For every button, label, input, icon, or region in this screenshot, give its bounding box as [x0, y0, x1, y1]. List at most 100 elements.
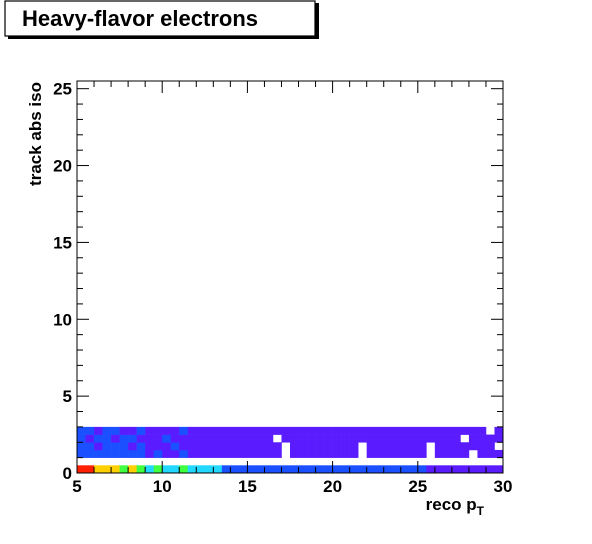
heatmap-cell: [349, 449, 359, 458]
heatmap-cell: [170, 434, 180, 443]
heatmap-cell: [383, 465, 393, 474]
heatmap-cell: [341, 449, 350, 458]
y-tick-label: 5: [63, 387, 72, 406]
heatmap-cell: [153, 434, 163, 443]
heatmap-cell: [272, 449, 282, 458]
heatmap-cell: [153, 465, 163, 474]
heatmap-cell: [162, 449, 172, 458]
heatmap-cell: [417, 449, 427, 458]
heatmap-cell: [264, 449, 274, 458]
heatmap-cell: [315, 465, 325, 474]
heatmap-cell: [179, 426, 189, 435]
heatmap-cell: [324, 426, 333, 435]
heatmap-cell: [119, 442, 129, 451]
axis-ticks: [76, 81, 504, 474]
heatmap-cell: [324, 449, 333, 458]
heatmap-cell: [366, 442, 376, 451]
x-axis-title-main: reco p: [426, 495, 477, 514]
heatmap-cell: [170, 426, 180, 435]
heatmap-cell: [128, 434, 137, 443]
y-tick-label: 25: [53, 80, 72, 99]
heatmap-cell: [94, 449, 103, 458]
heatmap-cell: [358, 465, 367, 474]
heatmap-cell: [111, 434, 120, 443]
heatmap-cells: [77, 426, 504, 474]
heatmap-cell: [324, 434, 333, 443]
heatmap-cell: [247, 465, 257, 474]
heatmap-cell: [196, 465, 206, 474]
heatmap-cell: [434, 465, 444, 474]
heatmap-cell: [196, 449, 206, 458]
title-frame: [4, 0, 316, 37]
heatmap-cell: [443, 426, 453, 435]
heatmap-cell: [238, 426, 248, 435]
heatmap-cell: [332, 426, 342, 435]
heatmap-cell: [460, 426, 470, 435]
heatmap-cell: [298, 442, 308, 451]
heatmap-cell: [204, 465, 214, 474]
x-tick-labels: 5 10 15 20 25 30: [72, 477, 512, 496]
heatmap-cell: [187, 442, 197, 451]
heatmap-cell: [85, 442, 95, 451]
heatmap-cell: [230, 449, 240, 458]
heatmap-cell: [247, 434, 257, 443]
heatmap-cell: [494, 465, 504, 474]
x-tick-label: 30: [494, 477, 513, 496]
heatmap-cell: [400, 449, 410, 458]
heatmap-cell: [179, 442, 189, 451]
heatmap-cell: [477, 434, 487, 443]
x-tick-label: 25: [408, 477, 427, 496]
heatmap-cell: [85, 426, 95, 435]
heatmap-cell: [102, 465, 112, 474]
heatmap-cell: [179, 449, 189, 458]
heatmap-cell: [153, 449, 163, 458]
heatmap-cell: [409, 434, 419, 443]
heatmap-cell: [170, 449, 180, 458]
heatmap-cell: [94, 434, 103, 443]
heatmap-cell: [255, 442, 265, 451]
y-tick-labels: 0 5 10 15 20 25: [53, 80, 72, 483]
heatmap-cell: [230, 434, 240, 443]
heatmap-cell: [375, 449, 385, 458]
heatmap-cell: [238, 434, 248, 443]
heatmap-cell: [409, 465, 419, 474]
heatmap-cell: [196, 434, 206, 443]
heatmap-cell: [255, 426, 265, 435]
heatmap-cell: [392, 442, 402, 451]
heatmap-cell: [341, 426, 350, 435]
heatmap-cell: [426, 434, 436, 443]
y-tick-label: 10: [53, 310, 72, 329]
heatmap-cell: [221, 465, 231, 474]
y-tick-label: 20: [53, 157, 72, 176]
heatmap-cell: [238, 465, 248, 474]
heatmap-cell: [349, 426, 359, 435]
heatmap-cell: [196, 442, 206, 451]
heatmap-cell: [213, 449, 223, 458]
heatmap-cell: [272, 465, 282, 474]
heatmap-cell: [77, 434, 86, 443]
heatmap-cell: [443, 449, 453, 458]
heatmap-cell: [400, 442, 410, 451]
heatmap-cell: [136, 434, 146, 443]
heatmap-cell: [477, 442, 487, 451]
heatmap-cell: [375, 434, 385, 443]
heatmap-cell: [230, 465, 240, 474]
heatmap-cell: [247, 442, 257, 451]
heatmap-cell: [187, 434, 197, 443]
heatmap-cell: [162, 465, 172, 474]
heatmap-cell: [409, 449, 419, 458]
heatmap-cell: [366, 465, 376, 474]
heatmap-cell: [298, 465, 308, 474]
heatmap-cell: [170, 465, 180, 474]
heatmap-cell: [383, 442, 393, 451]
heatmap-cell: [153, 426, 163, 435]
heatmap-cell: [85, 465, 95, 474]
heatmap-cell: [255, 465, 265, 474]
heatmap-cell: [392, 434, 402, 443]
heatmap-cell: [255, 434, 265, 443]
heatmap-cell: [290, 434, 299, 443]
heatmap-cell: [298, 434, 308, 443]
heatmap-cell: [85, 434, 95, 443]
heatmap-cell: [417, 442, 427, 451]
heatmap-cell: [204, 426, 214, 435]
